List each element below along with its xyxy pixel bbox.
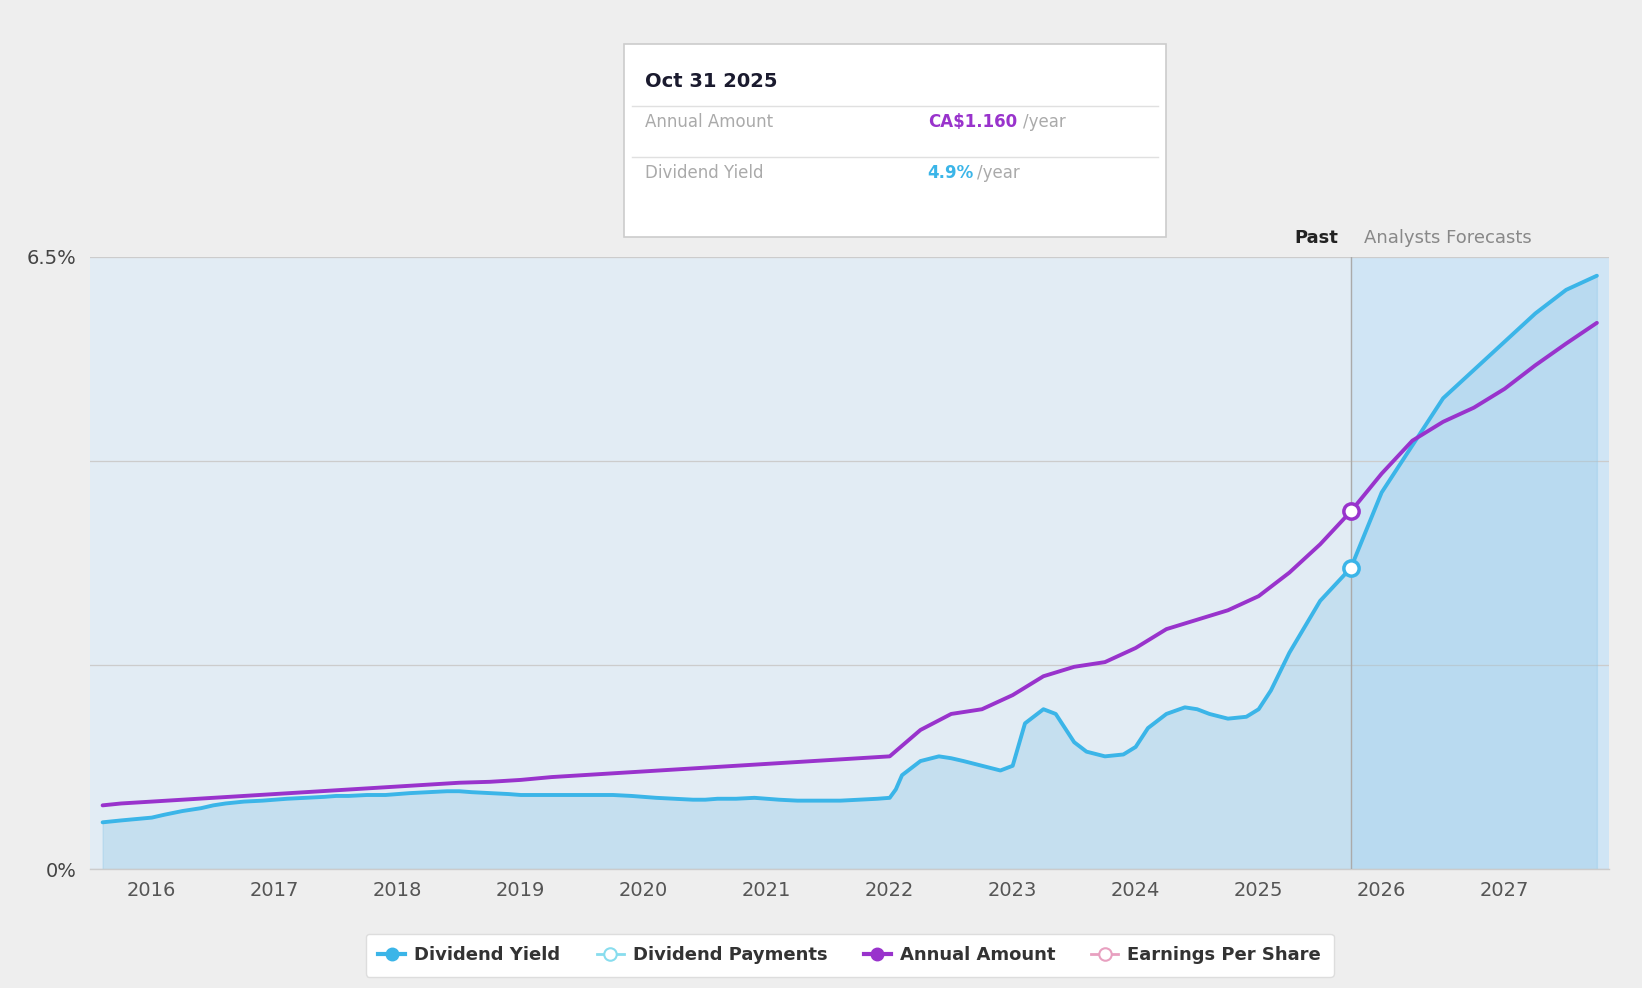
Text: Oct 31 2025: Oct 31 2025 [645,72,778,91]
Text: /year: /year [977,164,1020,182]
Text: Past: Past [1294,229,1338,247]
Legend: Dividend Yield, Dividend Payments, Annual Amount, Earnings Per Share: Dividend Yield, Dividend Payments, Annua… [366,934,1333,977]
Text: /year: /year [1023,113,1066,130]
Text: CA$1.160: CA$1.160 [928,113,1016,130]
Text: Dividend Yield: Dividend Yield [645,164,764,182]
Bar [90,257,1351,869]
Bar [1351,257,1609,869]
Text: 4.9%: 4.9% [928,164,974,182]
Text: Analysts Forecasts: Analysts Forecasts [1365,229,1532,247]
Text: Annual Amount: Annual Amount [645,113,773,130]
